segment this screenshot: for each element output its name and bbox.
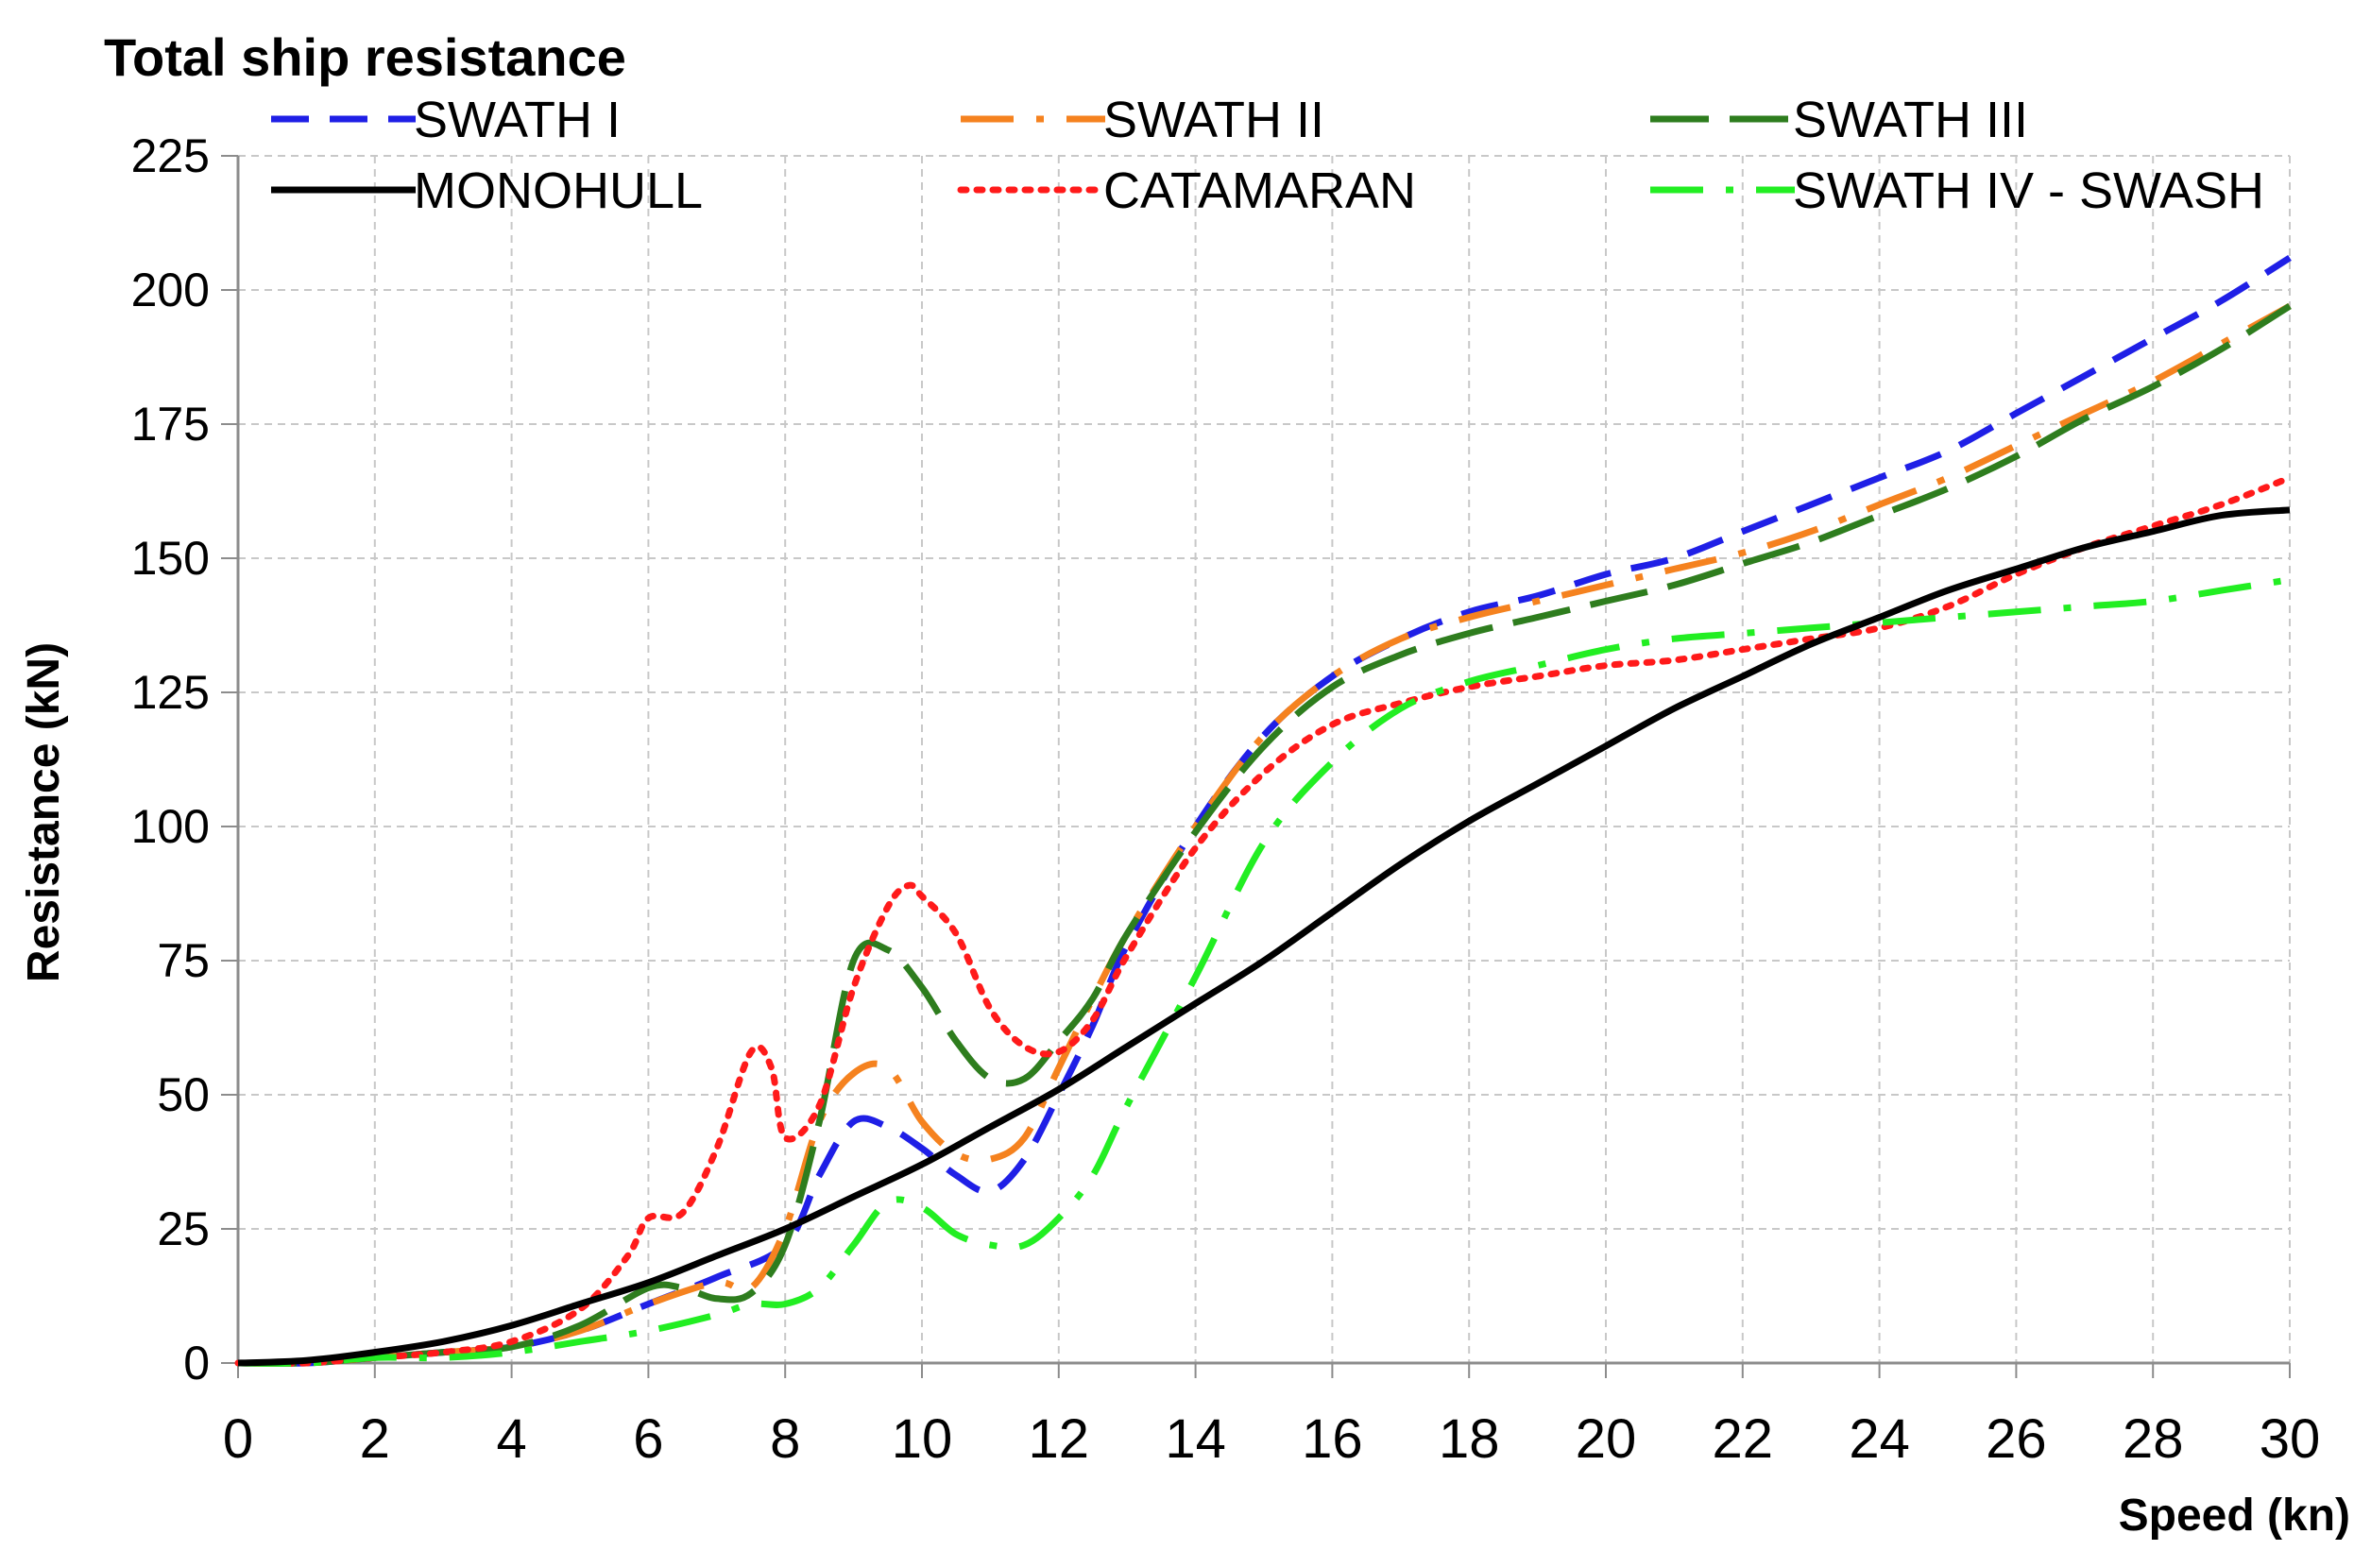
y-tick-label: 25 (157, 1202, 210, 1255)
x-tick-label: 6 (633, 1408, 663, 1470)
series-line-catamaran (234, 474, 2294, 1367)
series-line-swath-iii (237, 303, 2292, 1367)
legend-label-swath-ii: SWATH II (1103, 92, 1324, 148)
legend-label-monohull: MONOHULL (414, 162, 703, 219)
series-line-swath-ii (237, 302, 2292, 1367)
legend-label-swath-i: SWATH I (414, 92, 621, 148)
y-tick-label: 125 (131, 666, 210, 719)
chart-title: Total ship resistance (104, 27, 626, 87)
x-tick-label: 0 (223, 1408, 253, 1470)
x-tick-label: 26 (1986, 1408, 2047, 1470)
x-tick-label: 10 (892, 1408, 953, 1470)
x-tick-label: 16 (1302, 1408, 1363, 1470)
x-tick-label: 4 (496, 1408, 526, 1470)
x-tick-label: 8 (770, 1408, 800, 1470)
x-axis-label: Speed (kn) (2119, 1491, 2350, 1541)
x-tick-label: 12 (1029, 1408, 1090, 1470)
y-tick-label: 50 (157, 1068, 210, 1121)
y-axis-label: Resistance (kN) (19, 642, 69, 982)
y-tick-label: 75 (157, 934, 210, 987)
y-tick-label: 150 (131, 532, 210, 585)
series-line-monohull (237, 506, 2291, 1367)
legend-label-swath-iii: SWATH III (1793, 92, 2028, 148)
legend: SWATH I SWATH II SWATH III MONOHULL CATAMARA… (271, 92, 2264, 219)
x-tick-label: 2 (360, 1408, 390, 1470)
y-tick-label: 100 (131, 800, 210, 853)
x-tick-label: 14 (1165, 1408, 1226, 1470)
x-tick-label: 24 (1849, 1408, 1910, 1470)
series-layer (234, 254, 2294, 1367)
y-tick-label: 200 (131, 264, 210, 316)
y-tick-label: 0 (183, 1337, 210, 1389)
x-tick-label: 30 (2260, 1408, 2321, 1470)
grid (238, 155, 2291, 1363)
legend-label-swath-iv-swash: SWATH IV - SWASH (1793, 162, 2264, 219)
series-line-swath-iv-swash (237, 576, 2291, 1367)
x-tick-label: 22 (1713, 1408, 1774, 1470)
legend-label-catamaran: CATAMARAN (1103, 162, 1416, 219)
x-tick-label: 28 (2123, 1408, 2184, 1470)
y-tick-label: 225 (131, 129, 210, 182)
y-tick-label: 175 (131, 398, 210, 451)
series-line-swath-i (237, 254, 2292, 1367)
x-tick-label: 18 (1439, 1408, 1500, 1470)
x-tick-label: 20 (1576, 1408, 1637, 1470)
